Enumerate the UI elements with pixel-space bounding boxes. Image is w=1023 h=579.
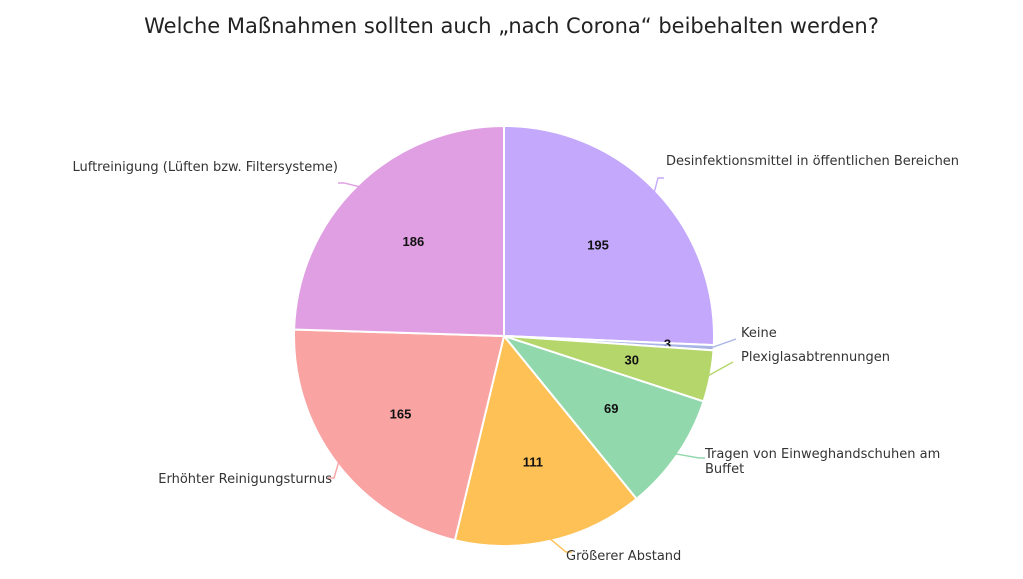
category-label-erhoehter-reinigungsturnus: Erhöhter Reinigungsturnus <box>158 472 332 487</box>
value-label-desinfektionsmittel-in-oeffentlichen-bereichen: 195 <box>587 237 609 252</box>
category-label-luftreinigung-lueften-bzw-filtersysteme: Luftreinigung (Lüften bzw. Filtersysteme… <box>72 160 338 175</box>
leader-line-tragen-von-einweghandschuhen-am-buffet <box>675 453 705 459</box>
category-label-plexiglasabtrennungen: Plexiglasabtrennungen <box>741 350 890 365</box>
leader-line-groesserer-abstand <box>549 538 572 553</box>
category-label-keine: Keine <box>741 326 777 341</box>
leader-line-keine <box>711 338 737 349</box>
value-label-keine: 3 <box>664 337 671 352</box>
leader-line-erhoehter-reinigungsturnus <box>328 461 340 479</box>
pie-slice-tragen-von-einweghandschuhen-am-buffet[interactable] <box>501 333 705 501</box>
value-label-plexiglasabtrennungen: 30 <box>625 352 639 367</box>
leader-line-desinfektionsmittel-in-oeffentlichen-bereichen <box>653 177 664 193</box>
leader-line-plexiglasabtrennungen <box>707 361 734 377</box>
value-label-erhoehter-reinigungsturnus: 165 <box>390 406 412 421</box>
pie-slice-groesserer-abstand[interactable] <box>453 333 638 547</box>
leader-line-luftreinigung-lueften-bzw-filtersysteme <box>338 182 360 188</box>
chart-title: Welche Maßnahmen sollten auch „nach Coro… <box>144 14 879 38</box>
pie-slice-erhoehter-reinigungsturnus[interactable] <box>293 328 506 542</box>
category-label-tragen-von-einweghandschuhen-am-buffet: Tragen von Einweghandschuhen am Buffet <box>704 447 940 477</box>
category-label-desinfektionsmittel-in-oeffentlichen-bereichen: Desinfektionsmittel in öffentlichen Bere… <box>666 154 959 169</box>
value-label-groesserer-abstand: 111 <box>523 454 543 469</box>
value-label-tragen-von-einweghandschuhen-am-buffet: 69 <box>604 401 618 416</box>
value-label-luftreinigung-lueften-bzw-filtersysteme: 186 <box>403 234 425 249</box>
pie-slice-luftreinigung-lueften-bzw-filtersysteme[interactable] <box>293 124 505 338</box>
pie-slice-desinfektionsmittel-in-oeffentlichen-bereichen[interactable] <box>503 124 715 347</box>
category-label-groesserer-abstand: Größerer Abstand <box>566 549 681 564</box>
